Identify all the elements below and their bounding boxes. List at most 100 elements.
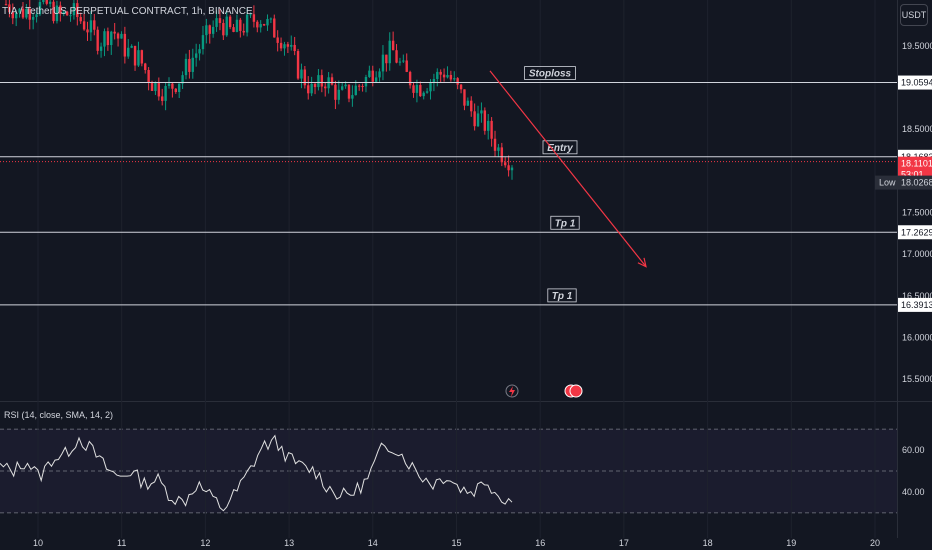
candle (154, 82, 157, 91)
time-tick-label: 15 (451, 538, 461, 548)
candle (504, 162, 507, 166)
currency-button[interactable]: USDT (900, 4, 928, 26)
candle (232, 27, 235, 32)
candle (4, 4, 8, 6)
candle (273, 18, 276, 38)
candle (25, 8, 28, 18)
candle (470, 100, 473, 112)
candle (279, 42, 283, 49)
candle (86, 29, 89, 33)
candle (419, 84, 422, 97)
candle (28, 8, 31, 20)
candle (357, 85, 361, 87)
time-axis: 10 11 12 13 14 15 16 17 18 19 20 (33, 538, 880, 548)
level-lines: Stoploss Entry Tp 1 Tp 1 (0, 66, 897, 306)
price-tick-label: 15.5000 (902, 374, 932, 384)
candle (137, 50, 140, 66)
candle (215, 18, 218, 27)
candle (35, 14, 38, 18)
rsi-line-group (0, 434, 513, 512)
candle (228, 16, 232, 28)
candle (96, 29, 99, 51)
candle (171, 83, 174, 89)
candle (391, 40, 395, 51)
candle (493, 138, 497, 151)
candle (422, 92, 425, 97)
candle (269, 18, 273, 20)
level-label: Tp 1 (555, 218, 576, 229)
rsi-panel (0, 0, 932, 538)
price-tick-label: 16.5000 (902, 291, 932, 301)
candle (191, 57, 194, 72)
candle (330, 77, 334, 85)
candle (161, 96, 164, 101)
candle (116, 33, 120, 39)
candle (45, 0, 48, 4)
rsi-line (0, 434, 513, 512)
candle (62, 11, 65, 14)
candle (188, 58, 191, 72)
candle (466, 100, 470, 106)
candle (259, 24, 262, 28)
candle (293, 44, 296, 52)
time-tick-label: 10 (33, 538, 43, 548)
candle (239, 19, 242, 31)
candle (82, 21, 86, 30)
candle (371, 70, 374, 82)
candle (222, 22, 225, 36)
candle (286, 44, 290, 47)
candle (69, 15, 72, 17)
candle (93, 20, 96, 30)
candle (347, 84, 351, 99)
time-tick-label: 20 (870, 538, 880, 548)
candle (18, 8, 21, 13)
candle (310, 83, 313, 94)
candle (425, 91, 429, 93)
low-price-text: 18.0268 (901, 178, 932, 188)
time-tick-label: 12 (200, 538, 210, 548)
candle (144, 63, 147, 71)
level-price-tag (898, 297, 932, 312)
time-tick-label: 14 (368, 538, 378, 548)
level-price-text: 16.3913 (901, 300, 932, 310)
arrow-head (637, 257, 647, 268)
candle (490, 120, 493, 139)
calendar-flag-icon-2[interactable] (569, 384, 583, 398)
event-markers (505, 384, 583, 398)
level-label-box (542, 140, 578, 155)
candle (303, 69, 307, 86)
candle (245, 14, 249, 33)
candle (140, 50, 144, 64)
candle (174, 88, 177, 93)
candle (76, 3, 79, 18)
price-tick-label: 17.5000 (902, 208, 932, 218)
candle (177, 83, 181, 93)
candle (79, 17, 82, 22)
candle (8, 4, 11, 13)
candle (307, 85, 310, 94)
level-price-tag (898, 75, 932, 90)
candle (150, 82, 154, 91)
level-price-tag (898, 225, 932, 240)
time-tick-label: 19 (786, 538, 796, 548)
countdown-text: 53:01 (901, 170, 924, 180)
panel-divider (0, 401, 932, 402)
candle (361, 85, 364, 87)
candle (487, 120, 490, 131)
candle (300, 69, 303, 79)
axis-divider (897, 0, 898, 538)
candle (473, 111, 476, 127)
candle (459, 84, 463, 90)
candle (164, 85, 167, 101)
level-label-box (524, 66, 576, 80)
candle (242, 30, 245, 33)
candle (429, 82, 432, 92)
candle (205, 25, 208, 36)
candle (262, 24, 266, 26)
low-label: Low (879, 178, 896, 188)
level-label-box (550, 215, 580, 230)
rsi-tick-label: 40.00 (902, 487, 925, 497)
candle (483, 110, 487, 131)
candle (395, 50, 398, 63)
